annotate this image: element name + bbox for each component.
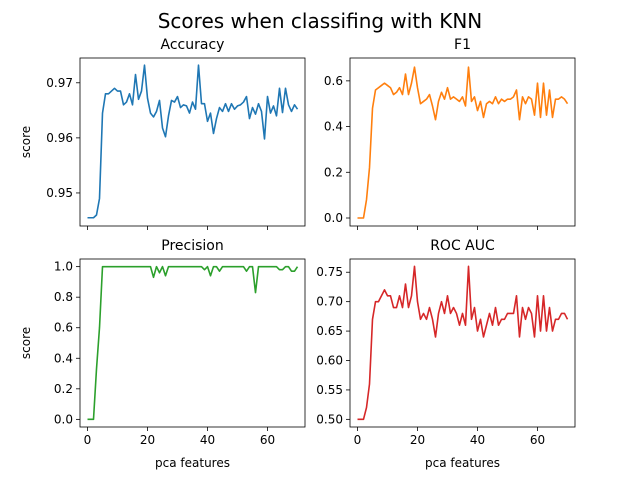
x-tick-label: 60 [530, 433, 545, 447]
y-tick-label: 0.65 [316, 324, 343, 338]
plot-frame [349, 258, 576, 428]
y-tick-label: 0.6 [324, 74, 343, 88]
plot-frame [79, 57, 306, 227]
plot-frame [79, 258, 306, 428]
subplot-title: Accuracy [161, 37, 225, 53]
subplot-title: ROC AUC [430, 238, 495, 254]
y-tick-label: 0.4 [54, 351, 73, 365]
x-tick-label: 20 [140, 433, 155, 447]
x-tick-label: 60 [260, 433, 275, 447]
y-tick-label: 0.75 [316, 265, 343, 279]
figure-title: Scores when classifing with KNN [158, 9, 483, 33]
y-tick-label: 0.95 [46, 186, 73, 200]
y-tick-label: 0.50 [316, 412, 343, 426]
x-axis-label: pca features [425, 456, 500, 470]
y-axis-label: score [19, 327, 33, 359]
subplot-f1: F1 0.0 0.2 0.4 0.6 [324, 37, 576, 230]
y-tick-label: 0.8 [54, 290, 73, 304]
y-tick-label: 0.2 [54, 382, 73, 396]
subplot-title: F1 [454, 37, 471, 53]
subplot-roc-auc: ROC AUC 0.50 0.55 0.60 0.65 0.70 0.75 0 20 40 60 pc… [316, 238, 576, 470]
x-tick-label: 20 [410, 433, 425, 447]
x-tick-label: 40 [200, 433, 215, 447]
y-tick-label: 0.0 [324, 211, 343, 225]
subplot-title: Precision [161, 238, 223, 254]
subplot-precision: Precision 0.0 0.2 0.4 0.6 0.8 1.0 0 20 40 60 pca fe… [19, 238, 306, 470]
y-tick-label: 0.96 [46, 131, 73, 145]
y-tick-label: 0.55 [316, 383, 343, 397]
y-tick-label: 0.2 [324, 165, 343, 179]
x-axis-label: pca features [155, 456, 230, 470]
subplot-accuracy: Accuracy 0.95 0.96 0.97 score [19, 37, 306, 230]
y-tick-label: 0.60 [316, 354, 343, 368]
series-line [357, 265, 569, 421]
y-tick-label: 1.0 [54, 260, 73, 274]
y-tick-label: 0.6 [54, 321, 73, 335]
x-tick-label: 0 [354, 433, 362, 447]
y-tick-label: 0.4 [324, 120, 343, 134]
y-tick-label: 0.97 [46, 76, 73, 90]
series-line [87, 265, 299, 421]
x-tick-label: 40 [470, 433, 485, 447]
series-line [87, 64, 299, 219]
plot-frame [349, 57, 576, 227]
x-tick-label: 0 [84, 433, 92, 447]
y-tick-label: 0.0 [54, 412, 73, 426]
y-axis-label: score [19, 126, 33, 158]
y-tick-label: 0.70 [316, 295, 343, 309]
series-line [357, 66, 569, 219]
